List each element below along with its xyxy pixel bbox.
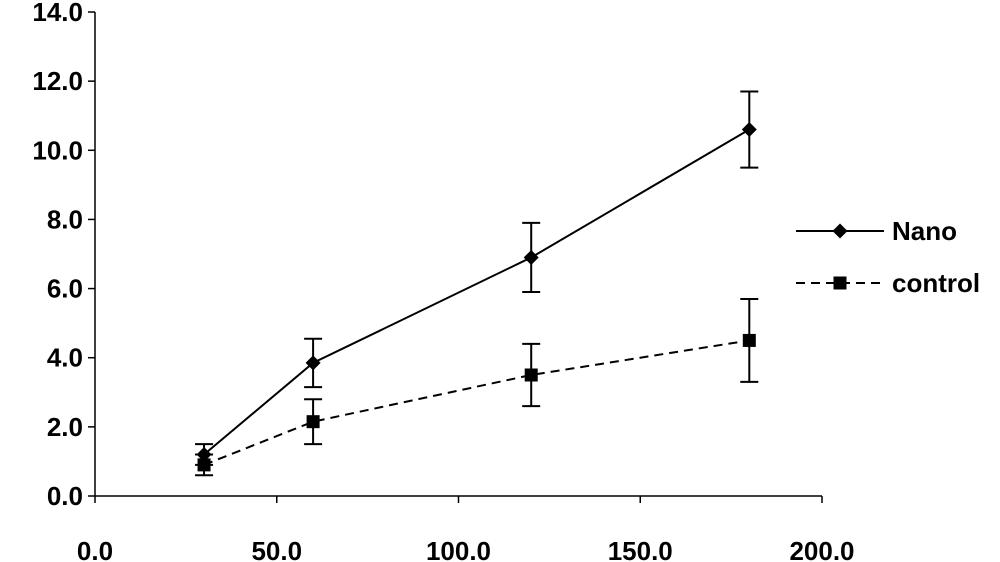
x-tick-label: 150.0: [608, 536, 673, 562]
y-tick-label: 8.0: [47, 204, 83, 234]
legend-marker: [833, 276, 847, 290]
x-tick-label: 200.0: [789, 536, 854, 562]
legend-label: Nano: [892, 216, 957, 246]
series-line: [203, 339, 750, 466]
legend-item-control: control: [796, 268, 980, 298]
data-point: [524, 368, 538, 382]
y-tick-label: 14.0: [32, 0, 83, 27]
legend-marker: [832, 223, 848, 239]
legend-item-nano: Nano: [796, 216, 957, 246]
y-tick-label: 6.0: [47, 274, 83, 304]
x-tick-label: 0.0: [77, 536, 113, 562]
legend: Nano control: [796, 216, 980, 298]
data-point: [306, 415, 320, 429]
data-point: [197, 458, 211, 472]
series-line: [203, 128, 750, 456]
series-control: [195, 297, 759, 477]
axes: [88, 11, 823, 503]
y-tick-label: 0.0: [47, 481, 83, 511]
series-area: [195, 90, 759, 477]
x-tick-label: 100.0: [426, 536, 491, 562]
x-tick-label: 50.0: [251, 536, 302, 562]
y-tick-label: 12.0: [32, 66, 83, 96]
y-tick-label: 4.0: [47, 343, 83, 373]
data-point: [741, 122, 757, 138]
tick-labels: 0.0 2.0 4.0 6.0 8.0 10.0 12.0 14.0 0.0 50.0 100.0 1…: [32, 0, 854, 562]
data-point: [523, 249, 539, 265]
data-point: [305, 355, 321, 371]
legend-label: control: [892, 268, 980, 298]
data-point: [742, 333, 756, 347]
y-tick-label: 10.0: [32, 135, 83, 165]
y-tick-label: 2.0: [47, 412, 83, 442]
series-nano: [195, 90, 759, 466]
